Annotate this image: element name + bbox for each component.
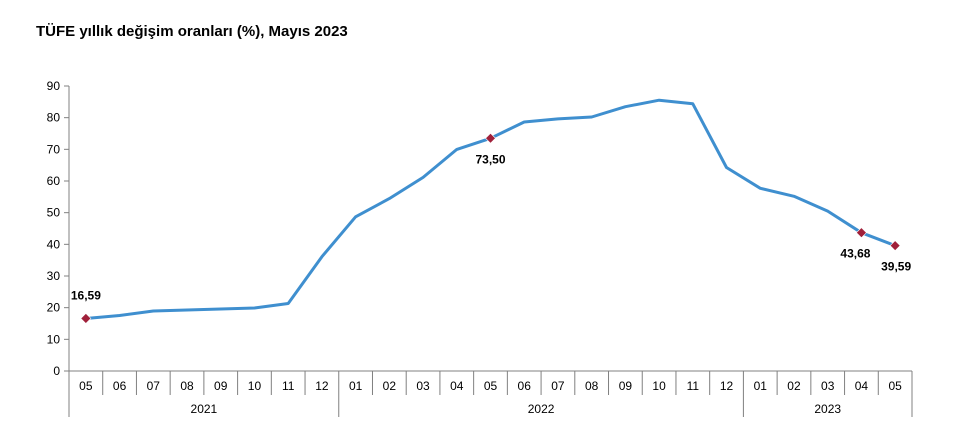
data-point-marker <box>889 240 901 252</box>
year-label: 2022 <box>528 402 555 416</box>
x-tick-label: 09 <box>619 379 633 393</box>
data-label: 73,50 <box>475 152 505 166</box>
x-tick-label: 01 <box>349 379 363 393</box>
y-tick-label: 30 <box>47 269 61 283</box>
x-tick-label: 04 <box>450 379 464 393</box>
y-tick-label: 40 <box>47 237 61 251</box>
x-tick-labels: 05 06 07 08 09 10 11 12 01 02 03 04 05 06 07 08 09 10 11 12… <box>79 379 902 393</box>
annotation-group: 16,59 73,50 43,68 39,59 <box>71 152 912 302</box>
x-tick-label: 09 <box>214 379 228 393</box>
x-tick-label: 12 <box>720 379 734 393</box>
x-tick-label: 11 <box>282 379 295 393</box>
x-tick-label: 08 <box>180 379 194 393</box>
x-tick-label: 08 <box>585 379 599 393</box>
year-label: 2023 <box>814 402 841 416</box>
data-label: 43,68 <box>840 247 870 261</box>
x-tick-label: 07 <box>551 379 565 393</box>
x-tick-label: 07 <box>147 379 161 393</box>
x-tick-label: 03 <box>821 379 835 393</box>
x-tick-label: 12 <box>315 379 329 393</box>
chart-axes <box>64 85 913 417</box>
marker-group <box>80 132 901 324</box>
x-tick-label: 01 <box>754 379 768 393</box>
year-group-labels: 2021 2022 2023 <box>191 402 842 416</box>
x-tick-label: 02 <box>383 379 397 393</box>
data-point-marker <box>855 227 867 239</box>
x-tick-label: 03 <box>416 379 430 393</box>
y-tick-label: 0 <box>53 364 60 378</box>
x-tick-label: 06 <box>113 379 127 393</box>
y-tick-label: 60 <box>47 174 61 188</box>
x-tick-label: 04 <box>855 379 869 393</box>
y-tick-label: 90 <box>47 79 61 93</box>
y-tick-labels: 0 10 20 30 40 50 60 70 80 90 <box>47 79 61 378</box>
y-tick-label: 20 <box>47 301 61 315</box>
x-tick-label: 05 <box>888 379 902 393</box>
y-tick-label: 70 <box>47 142 61 156</box>
data-point-marker <box>485 132 496 144</box>
x-tick-label: 05 <box>79 379 93 393</box>
x-tick-label: 11 <box>687 379 700 393</box>
data-point-marker <box>80 313 92 324</box>
y-tick-label: 80 <box>47 111 61 125</box>
x-tick-label: 10 <box>652 379 666 393</box>
chart-title: TÜFE yıllık değişim oranları (%), Mayıs … <box>36 23 348 40</box>
y-tick-label: 10 <box>47 332 61 346</box>
x-tick-label: 10 <box>248 379 262 393</box>
x-tick-label: 02 <box>787 379 801 393</box>
year-label: 2021 <box>191 402 218 416</box>
data-label: 16,59 <box>71 288 101 302</box>
y-tick-label: 50 <box>47 206 61 220</box>
data-label: 39,59 <box>881 260 911 274</box>
x-tick-label: 06 <box>518 379 532 393</box>
x-tick-label: 05 <box>484 379 498 393</box>
